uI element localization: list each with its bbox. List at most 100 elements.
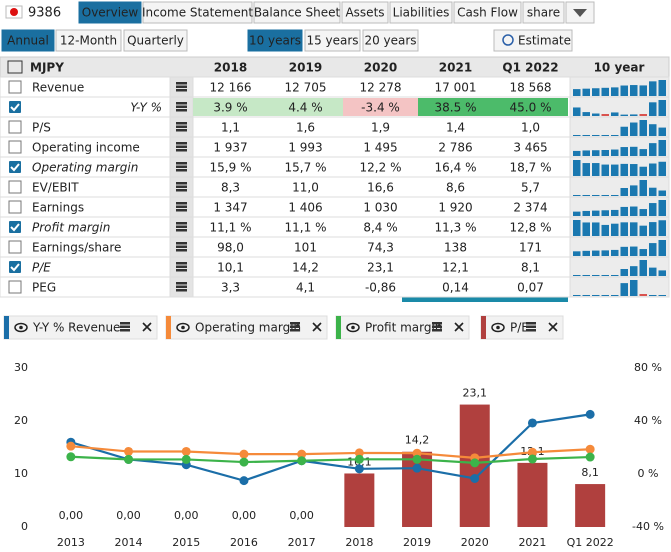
tab[interactable] bbox=[253, 1, 341, 24]
flag-sun bbox=[10, 8, 18, 16]
checkbox[interactable] bbox=[8, 180, 22, 194]
remove-icon[interactable] bbox=[312, 322, 322, 332]
remove-icon[interactable] bbox=[142, 322, 152, 332]
tab[interactable] bbox=[389, 1, 453, 24]
checkbox[interactable] bbox=[8, 80, 22, 94]
toggle-button[interactable] bbox=[55, 29, 122, 52]
line bbox=[70, 455, 591, 464]
line-point bbox=[239, 457, 249, 467]
stack-icon bbox=[176, 229, 187, 232]
spark-bar bbox=[592, 195, 600, 196]
spark-bar bbox=[582, 295, 590, 296]
spark-bar bbox=[630, 164, 638, 176]
checkbox[interactable] bbox=[8, 240, 22, 254]
checkbox[interactable] bbox=[8, 200, 22, 214]
cell: 14,2 bbox=[292, 261, 319, 275]
toggle-button[interactable] bbox=[123, 29, 188, 52]
spark-bar bbox=[582, 195, 590, 196]
line-point bbox=[470, 458, 480, 468]
checkbox[interactable] bbox=[9, 261, 21, 273]
line-point bbox=[412, 463, 422, 473]
checkbox[interactable] bbox=[8, 140, 22, 154]
cell: 1,0 bbox=[521, 121, 540, 135]
tab[interactable] bbox=[522, 1, 565, 24]
cell: 8,4 % bbox=[363, 221, 397, 235]
stack-icon bbox=[176, 129, 187, 132]
checkbox[interactable] bbox=[8, 280, 22, 294]
line-point bbox=[181, 454, 191, 464]
cell: 1,9 bbox=[371, 121, 390, 135]
scrollbar[interactable] bbox=[402, 297, 568, 302]
spark-bar bbox=[630, 206, 638, 216]
spark-bar bbox=[639, 85, 647, 96]
stack-icon bbox=[290, 325, 300, 328]
spark-bar bbox=[620, 222, 628, 236]
stack-icon bbox=[176, 165, 187, 168]
spark-bar bbox=[620, 147, 628, 156]
y-tick-label: 10 bbox=[14, 467, 28, 480]
line-point bbox=[297, 449, 307, 459]
stack-icon bbox=[176, 102, 187, 105]
cell: 18,7 % bbox=[510, 161, 552, 175]
cell: 12,8 % bbox=[510, 221, 552, 235]
eye-icon bbox=[346, 322, 360, 333]
unit-label: MJPY bbox=[30, 61, 64, 75]
toggle-button[interactable] bbox=[362, 29, 419, 52]
check-mark bbox=[10, 263, 20, 272]
stack-icon bbox=[432, 325, 442, 328]
spark-bar bbox=[620, 188, 628, 196]
spark-bar bbox=[573, 195, 581, 196]
tab[interactable] bbox=[78, 1, 142, 24]
x-tick-label: 2015 bbox=[172, 536, 200, 549]
spark-bar bbox=[601, 114, 609, 116]
y-tick-label: 20 bbox=[14, 414, 28, 427]
spark-bar bbox=[649, 203, 657, 216]
tab-label: share bbox=[527, 6, 560, 20]
tab[interactable] bbox=[142, 1, 253, 24]
checkbox[interactable] bbox=[9, 161, 21, 173]
legend-label: Operating margin bbox=[195, 321, 301, 335]
cell: 38.5 % bbox=[435, 101, 477, 115]
toggle-label: 15 years bbox=[306, 34, 358, 48]
toggle-button[interactable] bbox=[1, 29, 55, 52]
spark-bar bbox=[601, 224, 609, 236]
tab[interactable] bbox=[341, 1, 389, 24]
remove-icon[interactable] bbox=[548, 322, 558, 332]
row bbox=[0, 196, 670, 218]
cell: 16,6 bbox=[367, 181, 394, 195]
row-label: P/E bbox=[32, 261, 51, 275]
spark-bar bbox=[592, 113, 600, 116]
checkbox[interactable] bbox=[9, 221, 21, 233]
checkbox[interactable] bbox=[9, 101, 21, 113]
eye-pupil bbox=[181, 325, 185, 330]
cell: 1,6 bbox=[296, 121, 315, 135]
toggle-button[interactable] bbox=[247, 29, 303, 52]
estimate-label: Estimate bbox=[518, 34, 571, 48]
x-tick-label: 2014 bbox=[115, 536, 143, 549]
spark-bar bbox=[639, 260, 647, 276]
x-tick-label: Q1 2022 bbox=[567, 536, 614, 549]
cell-fill bbox=[193, 98, 268, 116]
checkbox[interactable] bbox=[8, 120, 22, 134]
spark-bar bbox=[582, 150, 590, 156]
line-point bbox=[181, 446, 191, 456]
line-point bbox=[470, 474, 480, 484]
y-tick-label: 30 bbox=[14, 361, 28, 374]
estimate-button[interactable] bbox=[493, 29, 573, 52]
spark-bar bbox=[639, 294, 647, 296]
spark-bar bbox=[639, 225, 647, 236]
spark-bar bbox=[592, 295, 600, 296]
tab[interactable] bbox=[453, 1, 522, 24]
spark-bar bbox=[649, 102, 657, 116]
cell: 8,3 bbox=[221, 181, 240, 195]
spark-bar bbox=[582, 88, 590, 96]
spark-bar bbox=[658, 80, 666, 96]
cell: -0,86 bbox=[365, 281, 396, 295]
spark-bar bbox=[649, 267, 657, 276]
line-point bbox=[124, 446, 134, 456]
remove-icon[interactable] bbox=[454, 322, 464, 332]
row-label: Revenue bbox=[32, 81, 84, 95]
toggle-button[interactable] bbox=[304, 29, 361, 52]
stack-icon bbox=[176, 125, 187, 128]
spark-bar bbox=[592, 163, 600, 176]
